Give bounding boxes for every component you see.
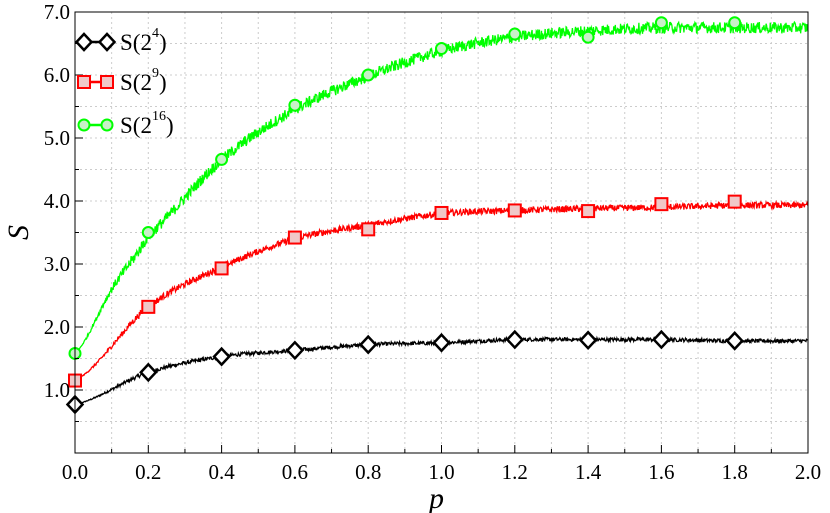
data-point-square <box>727 194 742 209</box>
legend-label: S(24) <box>120 26 167 55</box>
x-tick-label: 0.6 <box>282 460 308 484</box>
data-point-circle <box>435 42 448 56</box>
data-point-circle <box>215 152 229 166</box>
legend-marker <box>77 75 91 89</box>
x-tick-label: 0.2 <box>135 460 161 484</box>
x-tick-labels: 0.0 0.2 0.4 0.6 0.8 1.0 1.2 1.4 1.6 1.8 2.0 <box>62 460 821 484</box>
legend-marker <box>97 32 117 52</box>
x-tick-label: 2.0 <box>795 460 821 484</box>
y-axis-title: S <box>2 225 35 240</box>
data-point-square <box>214 261 229 276</box>
data-point-diamond <box>139 362 158 383</box>
legend-label: S(216) <box>120 109 174 138</box>
x-tick-label: 1.4 <box>575 460 602 484</box>
x-tick-label: 0.4 <box>208 460 235 484</box>
x-axis-title: p <box>427 482 444 513</box>
data-point-square <box>287 230 302 245</box>
y-tick-label: 1.0 <box>44 378 70 402</box>
x-tick-label: 0.8 <box>355 460 381 484</box>
data-point-square <box>361 222 376 237</box>
data-point-square <box>434 205 449 220</box>
data-point-circle <box>141 226 155 239</box>
data-point-diamond <box>432 332 451 353</box>
data-point-circle <box>581 30 595 44</box>
data-point-square <box>654 197 669 212</box>
data-point-diamond <box>358 334 378 355</box>
legend-marker <box>100 75 114 89</box>
legend: S(24) S(29) S(216) <box>74 26 174 138</box>
y-tick-label: 6.0 <box>44 63 70 87</box>
legend-marker <box>74 32 94 52</box>
data-point-diamond <box>505 329 525 350</box>
data-point-square <box>507 203 522 218</box>
y-tick-label: 2.0 <box>44 315 70 339</box>
series-markers <box>65 16 744 415</box>
x-tick-label: 1.0 <box>428 460 454 484</box>
legend-marker <box>100 118 114 132</box>
data-point-circle <box>288 98 302 112</box>
y-tick-label: 3.0 <box>44 252 70 276</box>
x-tick-label: 1.6 <box>648 460 674 484</box>
data-point-diamond <box>578 330 598 351</box>
data-point-circle <box>654 16 668 30</box>
axis-ticks <box>74 11 809 454</box>
data-point-square <box>581 204 596 219</box>
y-tick-label: 4.0 <box>44 189 70 213</box>
data-point-circle <box>508 27 522 41</box>
data-point-diamond <box>285 340 305 361</box>
y-tick-label: 5.0 <box>44 126 70 150</box>
x-tick-label: 0.0 <box>62 460 88 484</box>
grid <box>74 11 809 454</box>
data-point-diamond <box>652 329 671 350</box>
series-line-2 <box>74 20 809 354</box>
data-point-square <box>141 299 156 314</box>
data-point-circle <box>361 68 375 82</box>
x-tick-label: 1.8 <box>722 460 748 484</box>
y-tick-labels: 1.0 2.0 3.0 4.0 5.0 6.0 7.0 <box>44 0 70 402</box>
data-point-diamond <box>725 331 744 351</box>
y-tick-label: 7.0 <box>44 0 70 24</box>
x-tick-label: 1.2 <box>502 460 528 484</box>
legend-marker <box>77 118 91 132</box>
legend-label: S(29) <box>120 66 167 95</box>
data-point-circle <box>728 16 742 30</box>
data-point-diamond <box>212 346 231 367</box>
